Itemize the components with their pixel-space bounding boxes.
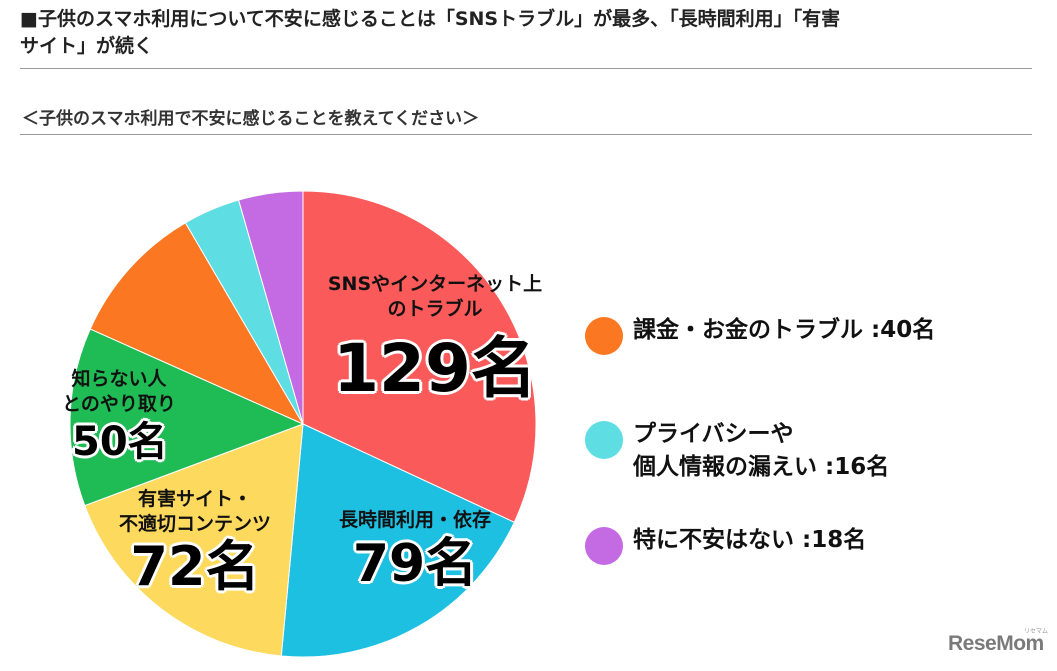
slice-label-long-use: 長時間利用・依存 79名 [300,508,530,593]
headline-line-2: サイト」が続く [20,35,154,57]
slice-category: 知らない人 [71,368,167,390]
pie-slice [238,190,304,425]
pie-slice [302,190,537,523]
slice-label-stranger: 知らない人 とのやり取り 50名 [54,367,184,467]
legend-label: 課金・お金のトラブル :40名 [633,317,936,343]
legend-swatch-icon [585,527,623,565]
slice-value: 72名 [130,535,260,598]
slice-label-sns: SNSやインターネット上 のトラブル 129名 [300,272,570,408]
divider [20,134,1032,135]
slice-category: 有害サイト・ [137,488,252,510]
slice-value: 50名 [72,419,168,465]
chart-subtitle: ＜子供のスマホ利用で不安に感じることを教えてください＞ [22,109,480,129]
pie-slice [89,222,305,426]
article-headline: ■子供のスマホ利用について不安に感じることは「SNSトラブル」が最多、「長時間利… [20,6,1040,60]
slice-category: のトラブル [387,298,483,320]
legend-label: 特に不安はない :18名 [633,527,867,553]
legend-item-privacy: プライバシーや 個人情報の漏えい :16名 [585,418,1025,484]
slice-category: SNSやインターネット上 [327,273,543,295]
slice-category: 不適切コンテンツ [118,513,271,535]
pie-slice [280,423,515,658]
resemom-logo: ReseMom [948,632,1044,655]
legend-item-no-concern: 特に不安はない :18名 [585,524,1025,565]
slice-label-harmful: 有害サイト・ 不適切コンテンツ 72名 [90,487,300,597]
legend-swatch-icon [585,317,623,355]
legend-label: プライバシーや 個人情報の漏えい :16名 [633,421,890,480]
legend-item-billing: 課金・お金のトラブル :40名 [585,314,1025,355]
resemom-logo-kana: リセマム [1024,628,1049,635]
headline-line-1: ■子供のスマホ利用について不安に感じることは「SNSトラブル」が最多、「長時間利… [20,8,841,30]
slice-value: 129名 [333,330,537,407]
slice-value: 79名 [352,534,478,594]
slice-category: とのやり取り [62,393,176,415]
pie-slice [69,328,305,507]
pie-slice [84,423,304,657]
slice-category: 長時間利用・依存 [338,509,491,531]
divider [20,68,1032,69]
legend-swatch-icon [585,421,623,459]
